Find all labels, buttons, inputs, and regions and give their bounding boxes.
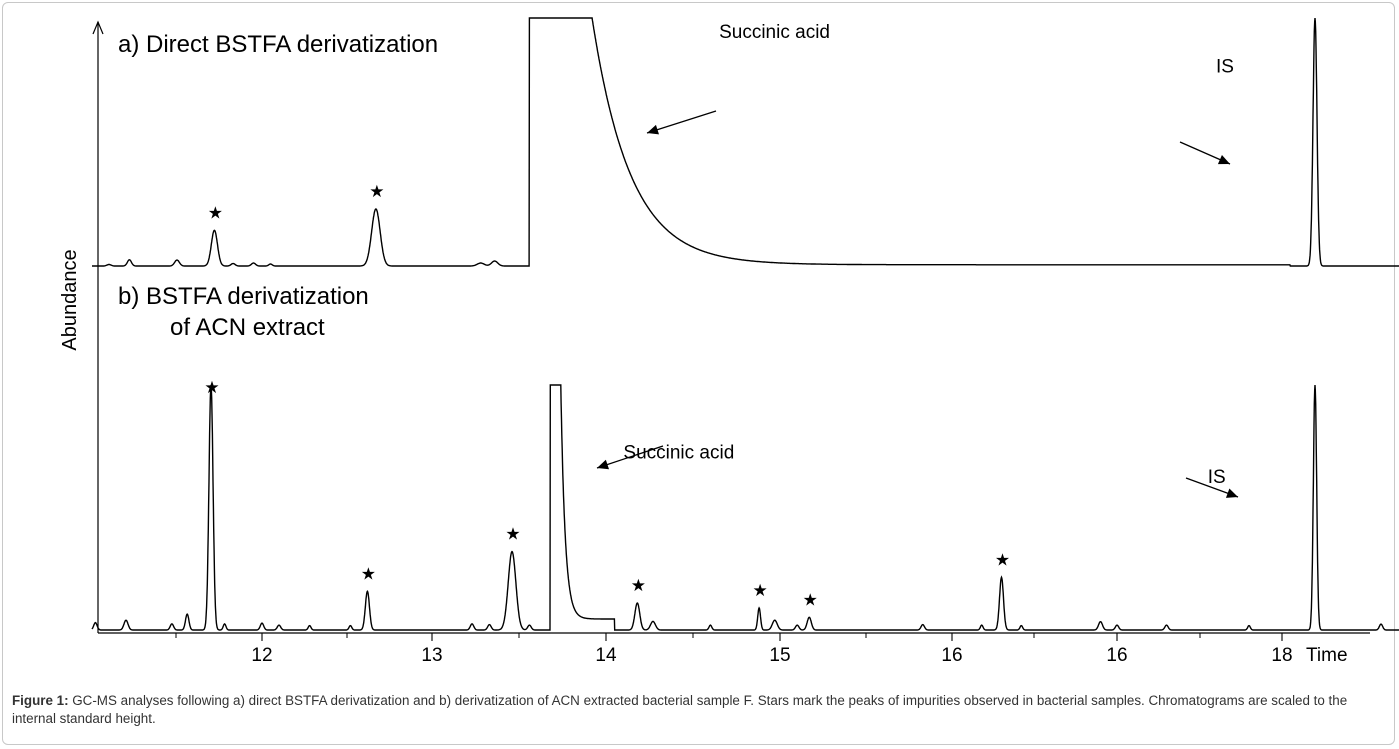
x-axis-label: Time	[1306, 645, 1348, 666]
impurity-star-marker: ★	[995, 550, 1010, 569]
caption-text: GC-MS analyses following a) direct BSTFA…	[12, 693, 1348, 726]
impurity-star-marker: ★	[369, 182, 384, 201]
peak-annotation: Succinic acid	[623, 443, 734, 464]
chromatogram-trace	[91, 384, 1399, 631]
x-tick-label: 13	[421, 645, 442, 666]
chromatogram-trace	[92, 17, 1399, 267]
is-arrow-head	[1217, 154, 1230, 165]
is-arrow-head	[1225, 488, 1238, 498]
impurity-star-marker: ★	[204, 378, 219, 397]
x-tick-label: 14	[595, 645, 617, 666]
impurity-star-marker: ★	[208, 203, 223, 222]
y-axis-label: Abundance	[59, 249, 81, 350]
figure-caption: Figure 1: GC-MS analyses following a) di…	[12, 692, 1387, 728]
panel-title-line2: of ACN extract	[170, 314, 325, 341]
peak-annotation: IS	[1216, 57, 1234, 78]
chromatogram-chart: 12 13 14 15 16 16 18 Time ★ ★ Succinic acid IS a) D…	[59, 17, 1399, 666]
y-axis-arrow	[92, 20, 104, 35]
x-tick-label: 16	[1106, 645, 1127, 666]
impurity-star-marker: ★	[803, 590, 818, 609]
peak-annotation: IS	[1208, 467, 1226, 488]
peak-annotation: Succinic acid	[719, 22, 830, 43]
succinic-acid-arrow-head	[597, 459, 610, 470]
impurity-star-marker: ★	[752, 581, 767, 600]
x-tick-label: 15	[769, 645, 790, 666]
x-tick-label: 18	[1271, 645, 1292, 666]
impurity-star-marker: ★	[505, 525, 520, 544]
x-tick-label: 12	[251, 645, 272, 666]
caption-label: Figure 1:	[12, 693, 69, 708]
impurity-star-marker: ★	[631, 576, 646, 595]
panel-a: ★ ★ Succinic acid IS a) Direct BSTFA derivat…	[92, 17, 1399, 267]
x-tick-label: 16	[941, 645, 962, 666]
panel-title: a) Direct BSTFA derivatization	[118, 31, 438, 58]
succinic-acid-arrow-head	[647, 124, 659, 135]
impurity-star-marker: ★	[361, 564, 376, 583]
axes: 12 13 14 15 16 16 18 Time	[92, 20, 1370, 666]
panel-title-line1: b) BSTFA derivatization	[118, 283, 369, 310]
succinic-acid-arrow	[596, 445, 664, 469]
succinic-acid-arrow	[646, 110, 717, 134]
